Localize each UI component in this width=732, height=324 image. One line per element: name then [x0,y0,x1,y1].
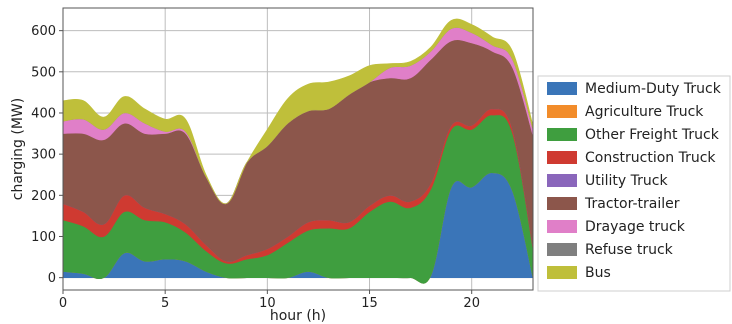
legend-label-other-freight-truck: Other Freight Truck [585,127,720,143]
legend-label-construction-truck: Construction Truck [585,150,716,166]
y-tick-label: 100 [31,230,56,245]
y-tick-label: 200 [31,189,56,204]
y-axis-label: charging (MW) [10,98,26,201]
legend-swatch-medium-duty-truck [547,82,577,95]
legend-swatch-utility-truck [547,174,577,187]
legend-swatch-other-freight-truck [547,128,577,141]
x-axis-label: hour (h) [270,308,326,324]
y-tick-label: 0 [48,271,56,286]
x-tick-label: 5 [161,296,169,311]
legend-swatch-bus [547,266,577,279]
x-tick-label: 10 [259,296,276,311]
legend-label-medium-duty-truck: Medium-Duty Truck [585,81,722,97]
legend-swatch-drayage-truck [547,220,577,233]
area-layer [62,18,534,284]
legend-swatch-agriculture-truck [547,105,577,118]
legend: Medium-Duty Truck Agriculture Truck Other … [537,75,731,292]
legend-label-agriculture-truck: Agriculture Truck [585,104,704,120]
x-tick-label: 20 [463,296,480,311]
y-tick-label: 400 [31,106,56,121]
y-tick-label: 300 [31,148,56,163]
legend-label-bus: Bus [585,265,611,281]
y-tick-label: 600 [31,24,56,39]
legend-label-drayage-truck: Drayage truck [585,219,686,235]
x-tick-label: 0 [59,296,67,311]
legend-label-tractor-trailer: Tractor-trailer [584,196,680,212]
legend-label-utility-truck: Utility Truck [585,173,668,189]
plot-frame [62,7,534,291]
legend-swatch-refuse-truck [547,243,577,256]
legend-swatch-construction-truck [547,151,577,164]
x-tick-label: 15 [361,296,378,311]
y-tick-label: 500 [31,65,56,80]
legend-label-refuse-truck: Refuse truck [585,242,674,258]
legend-swatch-tractor-trailer [547,197,577,210]
